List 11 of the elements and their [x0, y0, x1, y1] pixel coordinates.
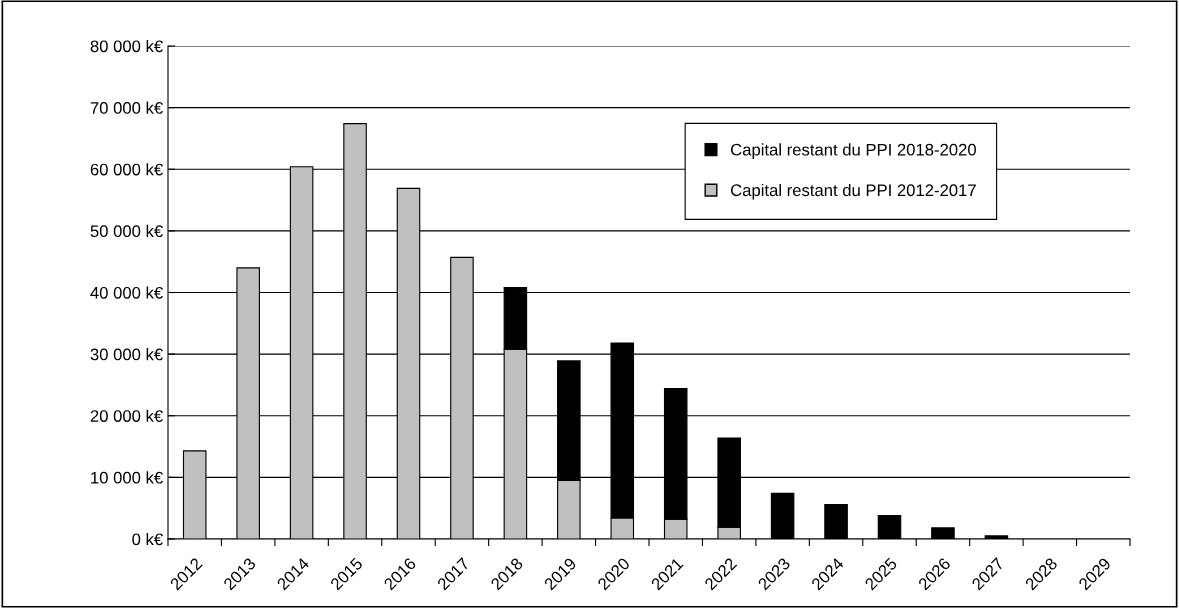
legend-label: Capital restant du PPI 2012-2017 [731, 183, 976, 200]
y-tick-label: 20 000 k€ [90, 409, 163, 422]
y-tick-label: 30 000 k€ [90, 348, 163, 361]
y-tick-label: 70 000 k€ [90, 101, 163, 114]
y-tick-label: 60 000 k€ [90, 163, 163, 176]
y-tick-label: 40 000 k€ [90, 286, 163, 299]
y-tick-label: 10 000 k€ [91, 471, 163, 484]
legend-label: Capital restant du PPI 2018-2020 [731, 143, 976, 159]
y-tick-label: 80 000 k€ [90, 39, 163, 53]
y-tick-label: 0 k€ [132, 532, 163, 546]
y-tick-label: 50 000 k€ [90, 224, 163, 238]
